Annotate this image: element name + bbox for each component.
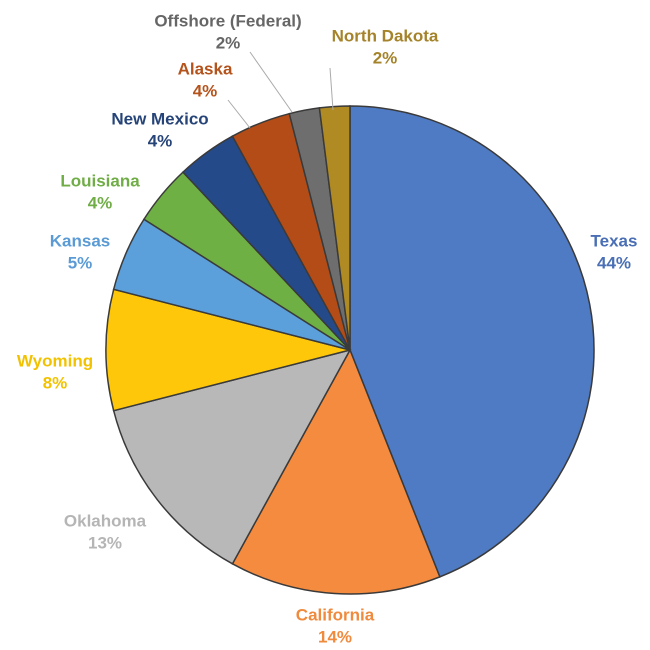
pie-slice — [105, 288, 351, 412]
slice-label: Kansas — [50, 231, 110, 250]
slice-label: Louisiana — [60, 171, 140, 190]
slice-label: Offshore (Federal) — [154, 11, 301, 30]
slice-value-label: 13% — [88, 533, 122, 552]
pie-slice — [318, 105, 351, 351]
slice-value-label: 2% — [373, 48, 398, 67]
leader-line — [249, 51, 293, 113]
slice-value-label: 4% — [193, 81, 218, 100]
pie-slice — [231, 348, 441, 595]
leader-line — [329, 67, 334, 111]
leader-line — [227, 99, 251, 129]
slice-value-label: 44% — [597, 253, 631, 272]
slice-label: Wyoming — [17, 351, 93, 370]
slice-value-label: 4% — [148, 131, 173, 150]
slice-label: Alaska — [178, 59, 233, 78]
slice-label: California — [296, 605, 375, 624]
slice-label: New Mexico — [111, 109, 208, 128]
slice-value-label: 14% — [318, 627, 352, 646]
slice-value-label: 2% — [216, 33, 241, 52]
slice-label: Texas — [591, 231, 638, 250]
slice-value-label: 4% — [88, 193, 113, 212]
slice-value-label: 8% — [43, 373, 68, 392]
slice-label: North Dakota — [332, 26, 439, 45]
pie-slice — [349, 105, 595, 578]
slice-label: Oklahoma — [64, 511, 147, 530]
pie-slice — [112, 348, 352, 565]
slice-value-label: 5% — [68, 253, 93, 272]
